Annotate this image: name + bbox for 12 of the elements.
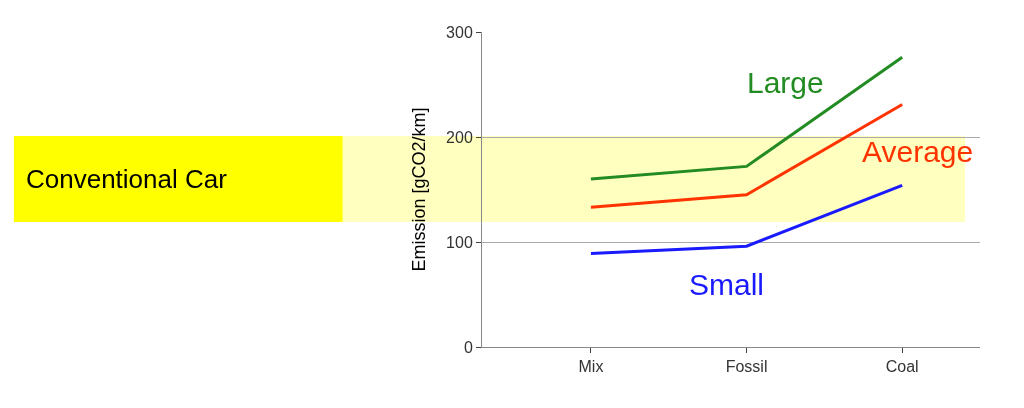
series-label: Large <box>747 66 824 99</box>
series-label: Small <box>689 268 765 301</box>
band-label: Conventional Car <box>26 164 228 194</box>
x-tick-label: Fossil <box>725 358 768 376</box>
y-tick-label: 300 <box>446 23 473 41</box>
y-tick-label: 200 <box>446 128 473 146</box>
x-tick-label: Coal <box>885 358 919 376</box>
y-tick-label: 0 <box>463 338 473 356</box>
series-label: Average <box>862 135 974 168</box>
y-tick-label: 100 <box>446 233 473 251</box>
y-axis-title: Emission [gCO2/km] <box>409 107 430 272</box>
x-tick-label: Mix <box>578 358 604 376</box>
